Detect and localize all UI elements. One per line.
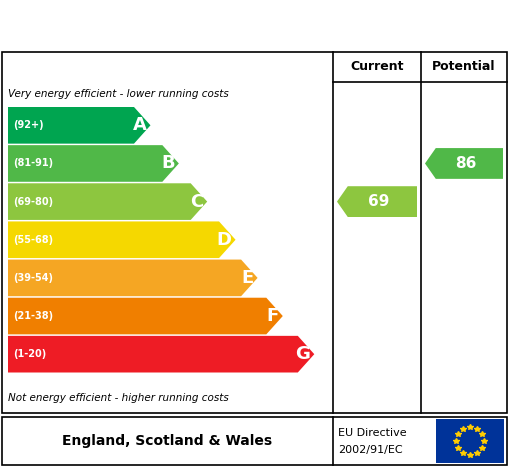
Text: C: C: [190, 192, 203, 211]
Text: E: E: [241, 269, 253, 287]
Polygon shape: [8, 336, 314, 373]
Text: (1-20): (1-20): [13, 349, 46, 359]
Text: Very energy efficient - lower running costs: Very energy efficient - lower running co…: [8, 89, 229, 99]
Polygon shape: [8, 107, 151, 144]
Text: (69-80): (69-80): [13, 197, 53, 206]
Text: A: A: [133, 116, 147, 134]
Text: 86: 86: [456, 156, 477, 171]
Polygon shape: [8, 145, 179, 182]
Text: (92+): (92+): [13, 120, 44, 130]
Text: B: B: [161, 155, 175, 172]
Polygon shape: [8, 221, 236, 258]
Text: Current: Current: [350, 61, 404, 73]
Text: EU Directive: EU Directive: [338, 428, 407, 438]
Text: (39-54): (39-54): [13, 273, 53, 283]
Text: Potential: Potential: [432, 61, 496, 73]
Polygon shape: [425, 148, 503, 179]
Text: (21-38): (21-38): [13, 311, 53, 321]
Text: Not energy efficient - higher running costs: Not energy efficient - higher running co…: [8, 393, 229, 403]
Text: F: F: [267, 307, 279, 325]
Text: D: D: [216, 231, 232, 249]
Bar: [436, 419, 504, 463]
Text: England, Scotland & Wales: England, Scotland & Wales: [62, 434, 272, 448]
Text: (81-91): (81-91): [13, 158, 53, 169]
Text: 69: 69: [369, 194, 390, 209]
Polygon shape: [337, 186, 417, 217]
Text: (55-68): (55-68): [13, 235, 53, 245]
Polygon shape: [8, 298, 283, 334]
Polygon shape: [8, 183, 207, 220]
Text: 2002/91/EC: 2002/91/EC: [338, 446, 403, 455]
Text: G: G: [295, 345, 310, 363]
Polygon shape: [8, 260, 258, 296]
Text: Energy Efficiency Rating: Energy Efficiency Rating: [15, 15, 322, 35]
